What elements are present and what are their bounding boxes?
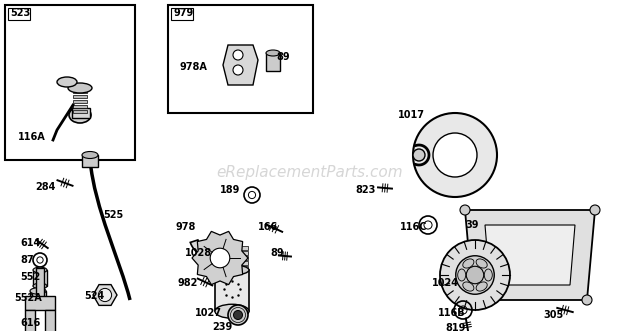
Text: 1028: 1028 [185,248,212,258]
Text: 166: 166 [258,222,278,232]
Ellipse shape [266,50,280,56]
Bar [33,270,47,286]
Bar [168,5,313,113]
Text: 1024: 1024 [432,278,459,288]
Bar [72,108,90,118]
Bar [36,268,44,298]
Polygon shape [223,45,258,85]
Bar [73,105,87,108]
Bar [73,100,87,103]
Bar [73,110,87,113]
Text: 982: 982 [178,278,198,288]
Polygon shape [93,285,117,306]
Text: 116B: 116B [438,308,466,318]
Circle shape [440,240,510,310]
Text: 552: 552 [20,272,40,282]
Ellipse shape [484,269,492,281]
Ellipse shape [463,259,474,268]
Bar [216,251,248,255]
Bar [171,8,193,20]
Text: 116A: 116A [18,132,46,142]
Circle shape [468,295,478,305]
Polygon shape [190,240,240,259]
Text: 819: 819 [445,323,466,331]
Text: 524: 524 [84,291,104,301]
Text: 979: 979 [173,8,193,18]
Text: 525: 525 [103,210,123,220]
Circle shape [433,133,477,177]
Bar [73,95,87,98]
Circle shape [230,244,236,250]
Bar [45,310,55,331]
Circle shape [413,149,425,161]
Ellipse shape [476,282,487,291]
Circle shape [233,65,243,75]
Polygon shape [192,231,248,285]
Circle shape [99,288,112,302]
Ellipse shape [30,302,46,308]
Ellipse shape [215,265,249,275]
Text: 284: 284 [35,182,55,192]
Circle shape [234,310,242,319]
Bar [216,261,248,265]
Text: 39: 39 [465,220,479,230]
Text: 305: 305 [543,310,563,320]
Text: 116C: 116C [400,222,428,232]
Text: 1017: 1017 [398,110,425,120]
Bar [25,310,35,331]
Text: eReplacementParts.com: eReplacementParts.com [216,165,404,180]
Polygon shape [465,210,595,300]
Circle shape [194,244,200,250]
Ellipse shape [215,304,249,318]
Bar [215,270,249,311]
Bar [216,266,248,270]
Text: 823: 823 [355,185,375,195]
Text: 978: 978 [175,222,195,232]
Bar [30,291,46,305]
Bar [73,90,87,93]
Text: 89: 89 [270,248,283,258]
Text: 189: 189 [220,185,241,195]
Text: 1027: 1027 [195,308,222,318]
Bar [8,8,30,20]
Ellipse shape [463,282,474,291]
Polygon shape [485,225,575,285]
Circle shape [590,205,600,215]
Circle shape [582,295,592,305]
Ellipse shape [476,259,487,268]
Circle shape [413,113,497,197]
Text: 239: 239 [212,322,232,331]
Text: 614: 614 [20,238,40,248]
Text: 616: 616 [20,318,40,328]
Text: 89: 89 [276,52,290,62]
Ellipse shape [458,269,466,281]
Bar [266,53,280,71]
Bar [82,155,98,167]
Bar [5,5,135,160]
Text: 87: 87 [20,255,33,265]
Circle shape [456,256,494,294]
Ellipse shape [30,288,46,294]
Ellipse shape [33,267,47,273]
Ellipse shape [69,107,91,123]
Circle shape [233,50,243,60]
Circle shape [466,266,484,284]
Ellipse shape [33,283,47,289]
Ellipse shape [68,83,92,93]
Bar [216,246,248,250]
Ellipse shape [82,152,98,159]
Circle shape [460,205,470,215]
Circle shape [210,248,230,268]
Text: 523: 523 [10,8,30,18]
Text: 978A: 978A [180,62,208,72]
Text: 552A: 552A [14,293,42,303]
Circle shape [228,305,248,325]
Ellipse shape [57,77,77,87]
Bar [25,296,55,310]
Bar [216,256,248,260]
